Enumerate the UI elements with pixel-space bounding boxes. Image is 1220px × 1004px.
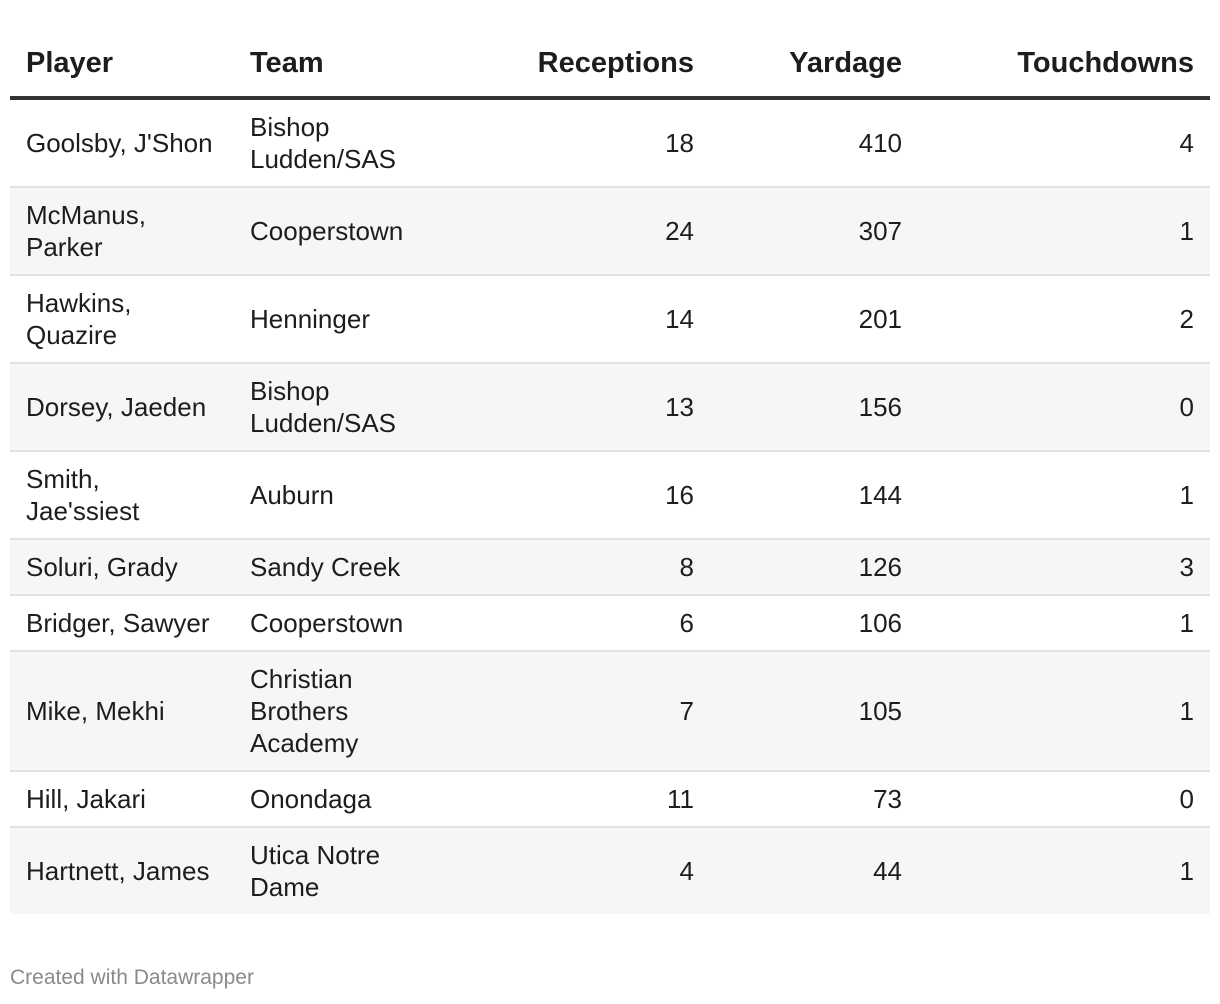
cell-touchdowns: 1 bbox=[918, 651, 1210, 772]
cell-receptions: 14 bbox=[470, 275, 710, 364]
cell-yardage: 73 bbox=[710, 771, 918, 828]
datawrapper-credit[interactable]: Created with Datawrapper bbox=[10, 966, 254, 989]
cell-player: McManus, Parker bbox=[10, 187, 234, 276]
cell-team: Cooperstown bbox=[234, 595, 470, 652]
table-row: Soluri, Grady Sandy Creek 8 126 3 bbox=[10, 539, 1210, 596]
table-row: Bridger, Sawyer Cooperstown 6 106 1 bbox=[10, 595, 1210, 652]
cell-yardage: 44 bbox=[710, 827, 918, 914]
table-row: Goolsby, J'Shon Bishop Ludden/SAS 18 410 4 bbox=[10, 98, 1210, 188]
cell-receptions: 18 bbox=[470, 98, 710, 188]
cell-player: Hawkins, Quazire bbox=[10, 275, 234, 364]
receiving-stats-table: Player Team Receptions Yardage Touchdown… bbox=[10, 30, 1210, 914]
cell-team: Bishop Ludden/SAS bbox=[234, 363, 470, 452]
cell-receptions: 24 bbox=[470, 187, 710, 276]
column-header-team[interactable]: Team bbox=[234, 30, 470, 100]
cell-team: Christian Brothers Academy bbox=[234, 651, 470, 772]
cell-team: Bishop Ludden/SAS bbox=[234, 98, 470, 188]
cell-player: Goolsby, J'Shon bbox=[10, 98, 234, 188]
table-body: Goolsby, J'Shon Bishop Ludden/SAS 18 410 4 Mc… bbox=[10, 98, 1210, 914]
cell-receptions: 13 bbox=[470, 363, 710, 452]
cell-touchdowns: 3 bbox=[918, 539, 1210, 596]
cell-yardage: 201 bbox=[710, 275, 918, 364]
data-table-container: Player Team Receptions Yardage Touchdown… bbox=[10, 30, 1210, 914]
table-row: Hill, Jakari Onondaga 11 73 0 bbox=[10, 771, 1210, 828]
column-header-yardage[interactable]: Yardage bbox=[710, 30, 918, 100]
cell-yardage: 307 bbox=[710, 187, 918, 276]
cell-yardage: 410 bbox=[710, 98, 918, 188]
cell-receptions: 8 bbox=[470, 539, 710, 596]
cell-yardage: 156 bbox=[710, 363, 918, 452]
table-row: Hartnett, James Utica Notre Dame 4 44 1 bbox=[10, 827, 1210, 914]
cell-yardage: 106 bbox=[710, 595, 918, 652]
cell-touchdowns: 0 bbox=[918, 771, 1210, 828]
cell-touchdowns: 1 bbox=[918, 827, 1210, 914]
cell-touchdowns: 4 bbox=[918, 98, 1210, 188]
cell-team: Cooperstown bbox=[234, 187, 470, 276]
cell-yardage: 126 bbox=[710, 539, 918, 596]
cell-receptions: 6 bbox=[470, 595, 710, 652]
cell-touchdowns: 0 bbox=[918, 363, 1210, 452]
cell-touchdowns: 2 bbox=[918, 275, 1210, 364]
header-row: Player Team Receptions Yardage Touchdown… bbox=[10, 30, 1210, 100]
cell-touchdowns: 1 bbox=[918, 451, 1210, 540]
column-header-receptions[interactable]: Receptions bbox=[470, 30, 710, 100]
cell-player: Hill, Jakari bbox=[10, 771, 234, 828]
cell-team: Auburn bbox=[234, 451, 470, 540]
table-row: Smith, Jae'ssiest Auburn 16 144 1 bbox=[10, 451, 1210, 540]
cell-player: Soluri, Grady bbox=[10, 539, 234, 596]
cell-team: Sandy Creek bbox=[234, 539, 470, 596]
cell-receptions: 16 bbox=[470, 451, 710, 540]
table-header: Player Team Receptions Yardage Touchdown… bbox=[10, 30, 1210, 100]
cell-team: Henninger bbox=[234, 275, 470, 364]
cell-touchdowns: 1 bbox=[918, 187, 1210, 276]
cell-player: Smith, Jae'ssiest bbox=[10, 451, 234, 540]
cell-receptions: 7 bbox=[470, 651, 710, 772]
table-row: McManus, Parker Cooperstown 24 307 1 bbox=[10, 187, 1210, 276]
table-row: Dorsey, Jaeden Bishop Ludden/SAS 13 156 0 bbox=[10, 363, 1210, 452]
cell-receptions: 4 bbox=[470, 827, 710, 914]
cell-team: Onondaga bbox=[234, 771, 470, 828]
column-header-player[interactable]: Player bbox=[10, 30, 234, 100]
table-row: Mike, Mekhi Christian Brothers Academy 7 10… bbox=[10, 651, 1210, 772]
cell-player: Mike, Mekhi bbox=[10, 651, 234, 772]
column-header-touchdowns[interactable]: Touchdowns bbox=[918, 30, 1210, 100]
cell-yardage: 144 bbox=[710, 451, 918, 540]
cell-receptions: 11 bbox=[470, 771, 710, 828]
cell-yardage: 105 bbox=[710, 651, 918, 772]
cell-team: Utica Notre Dame bbox=[234, 827, 470, 914]
table-row: Hawkins, Quazire Henninger 14 201 2 bbox=[10, 275, 1210, 364]
cell-player: Bridger, Sawyer bbox=[10, 595, 234, 652]
cell-player: Hartnett, James bbox=[10, 827, 234, 914]
cell-player: Dorsey, Jaeden bbox=[10, 363, 234, 452]
cell-touchdowns: 1 bbox=[918, 595, 1210, 652]
